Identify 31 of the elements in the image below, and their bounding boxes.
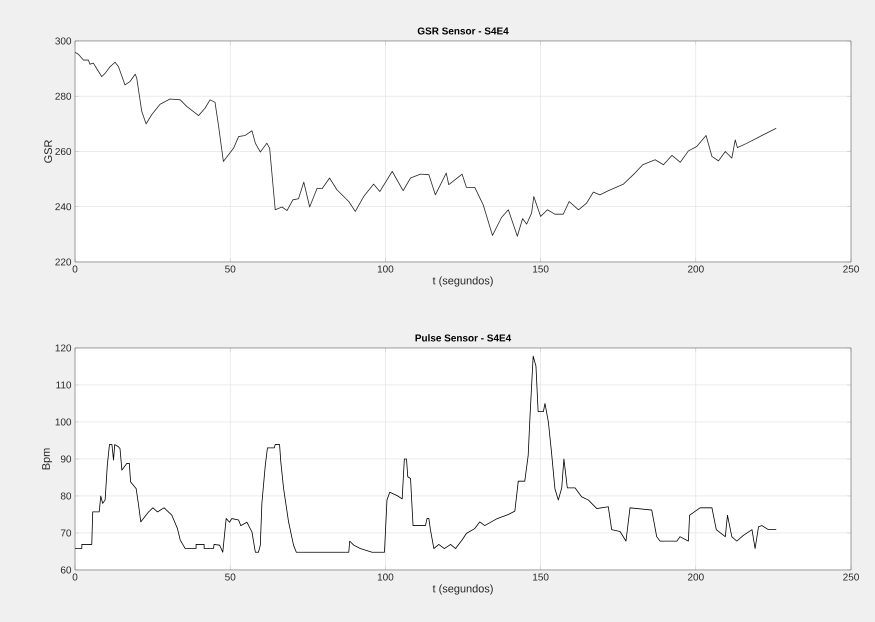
x-axis-title: t (segundos) — [432, 276, 493, 287]
y-tick-label: 90 — [60, 455, 72, 463]
y-tick-label: 260 — [55, 148, 72, 156]
y-tick-label: 220 — [55, 258, 72, 266]
x-tick-label: 250 — [843, 574, 859, 581]
y-axis-title: GSR — [44, 140, 52, 163]
chart-title: Pulse Sensor - S4E4 — [416, 334, 512, 342]
line-series — [75, 356, 777, 553]
y-axis-title: Bpm — [42, 448, 52, 470]
y-tick-label: 300 — [55, 37, 72, 45]
y-tick-label: 60 — [60, 566, 72, 574]
x-tick-label: 250 — [843, 266, 859, 273]
y-tick-label: 70 — [60, 529, 72, 537]
x-tick-label: 150 — [533, 266, 549, 273]
y-tick-label: 280 — [55, 92, 72, 100]
x-tick-label: 200 — [688, 266, 704, 273]
x-tick-label: 0 — [72, 266, 78, 273]
x-tick-label: 100 — [378, 574, 394, 581]
y-tick-label: 80 — [60, 492, 72, 500]
chart-title: GSR Sensor - S4E4 — [418, 27, 509, 34]
x-tick-label: 100 — [378, 266, 394, 273]
x-tick-label: 150 — [533, 574, 549, 581]
x-tick-label: 0 — [72, 574, 78, 581]
y-tick-label: 100 — [56, 418, 72, 426]
y-tick-label: 240 — [55, 203, 72, 210]
x-axis-title: t (segundos) — [432, 584, 493, 595]
y-tick-label: 120 — [56, 344, 72, 352]
x-tick-label: 200 — [688, 574, 704, 581]
x-tick-label: 50 — [225, 574, 236, 581]
y-tick-label: 110 — [56, 381, 72, 389]
x-tick-label: 50 — [225, 266, 236, 273]
